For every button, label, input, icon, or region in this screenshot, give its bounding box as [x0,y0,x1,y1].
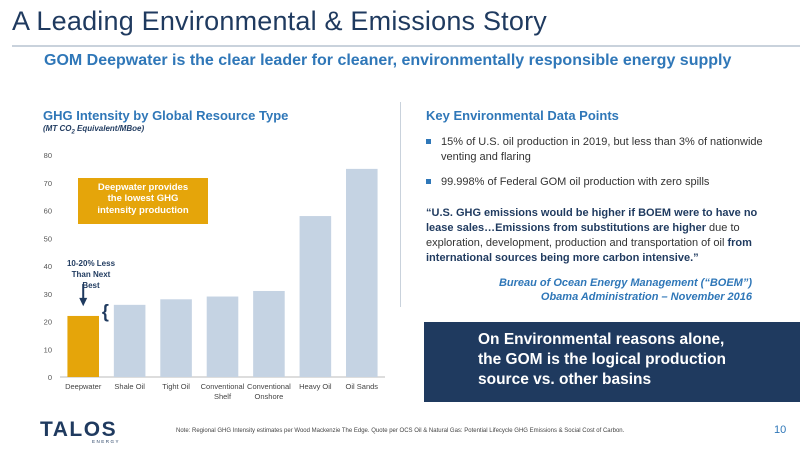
banner-line: source vs. other basins [478,371,652,389]
logo-subword: ENERGY [92,439,120,444]
y-tick-label: 10 [44,345,52,354]
bar [253,290,285,377]
x-tick-label: Tight Oil [162,382,190,391]
banner-line: On Environmental reasons alone, [478,331,725,348]
banner-line: the GOM is the logical production [478,351,727,369]
y-tick-label: 70 [44,179,52,188]
y-tick-label: 60 [44,207,52,216]
chart-units: (MT CO2 Equivalent/MBoe) [43,124,144,136]
callout-line: Deepwater provides [97,182,189,193]
callout-line: the lowest GHG [107,193,179,205]
y-tick-label: 50 [44,234,52,243]
x-tick-label: Heavy Oil [299,382,332,391]
x-tick-label: Shale Oil [114,382,145,391]
attribution-line: Obama Administration – November 2016 [540,291,752,304]
page-number: 10 [774,424,787,436]
bar [346,168,378,377]
x-tick-label: Conventional [201,382,245,391]
y-tick-label: 40 [44,262,52,271]
quote-normal-part: due to exploration, development, product… [426,221,740,249]
less-than-next-best-label: 10-20% Less Than Next Best [62,258,120,292]
key-point-text: 99.998% of Federal GOM oil production wi… [441,175,710,188]
less-label-line: 10-20% Less [66,259,116,268]
x-tick-label: Conventional [247,382,291,391]
boem-quote: “U.S. GHG emissions would be higher if B… [426,206,766,265]
callout-line: intensity production [97,204,189,216]
conclusion-banner: On Environmental reasons alone, the GOM … [424,322,800,402]
bar [206,296,239,377]
y-tick-label: 80 [44,151,52,160]
bar [113,304,146,377]
footnote: Note: Regional GHG Intensity estimates p… [176,428,625,434]
attribution-line: Bureau of Ocean Energy Management (“BOEM… [498,277,752,289]
slide-title: A Leading Environmental & Emissions Stor… [12,6,547,36]
key-point-item: 99.998% of Federal GOM oil production wi… [426,175,766,190]
y-tick-label: 20 [44,318,52,327]
key-points-title: Key Environmental Data Points [426,108,619,123]
title-divider [12,45,800,47]
key-points-list: 15% of U.S. oil production in 2019, but … [426,135,766,200]
ghg-intensity-bar-chart: 0 10 20 30 40 50 60 70 80 Deepwater Shale Oil Tight… [44,151,385,401]
chart-title: GHG Intensity by Global Resource Type [43,108,289,123]
x-tick-label: Deepwater [65,382,102,391]
chart-units-rest: Equivalent/MBoe) [74,124,145,133]
x-tick-label: Onshore [255,392,284,401]
key-point-item: 15% of U.S. oil production in 2019, but … [426,135,766,165]
quote-attribution: Bureau of Ocean Energy Management (“BOEM… [430,276,752,305]
less-label-line: Than Next Best [71,270,111,291]
logo-wordmark: TALOS [40,418,117,441]
brace-icon: { [102,301,109,321]
quote-bold-part: from international sources being more ca… [426,236,752,264]
talos-energy-logo: TALOS ENERGY [40,418,120,444]
bar [67,315,99,377]
x-tick-label: Shelf [214,392,232,401]
quote-bold-part: “U.S. GHG emissions would be higher if B… [426,207,758,234]
y-tick-label: 30 [44,290,52,299]
slide-subtitle: GOM Deepwater is the clear leader for cl… [44,52,732,69]
column-divider [400,102,401,307]
x-tick-label: Oil Sands [346,382,379,391]
square-bullet-icon [426,178,431,184]
bar [299,216,332,377]
y-tick-label: 0 [48,373,52,382]
chart-units-main: (MT CO [43,124,72,133]
square-bullet-icon [426,139,431,144]
chart-units-subscript: 2 [71,129,75,136]
down-arrow-icon [79,297,88,307]
key-point-text: 15% of U.S. oil production in 2019, but … [441,136,763,163]
deepwater-callout-box: Deepwater provides the lowest GHG intens… [78,178,208,224]
bar [160,299,192,377]
